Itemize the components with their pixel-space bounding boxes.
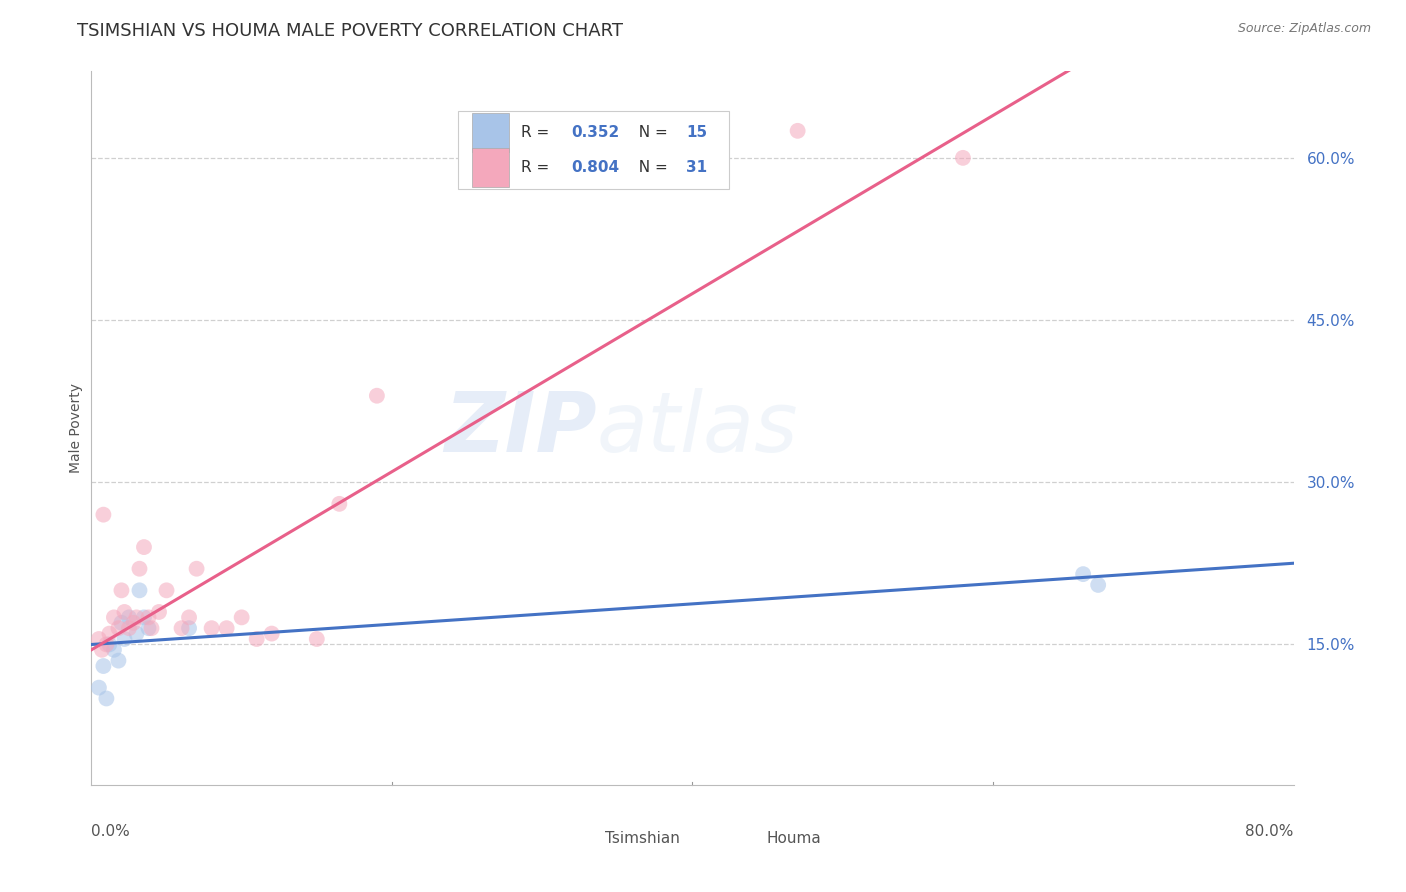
- Point: [366, 389, 388, 403]
- Point: [231, 610, 253, 624]
- Text: 15: 15: [686, 125, 707, 140]
- Text: 0.804: 0.804: [571, 160, 619, 175]
- Point: [328, 497, 350, 511]
- Point: [132, 540, 155, 554]
- Text: N =: N =: [628, 125, 672, 140]
- Point: [98, 626, 121, 640]
- Point: [132, 610, 155, 624]
- Point: [114, 605, 136, 619]
- Point: [1071, 567, 1094, 582]
- Point: [107, 654, 129, 668]
- Point: [107, 621, 129, 635]
- Point: [1087, 578, 1109, 592]
- Point: [786, 124, 808, 138]
- Point: [103, 642, 125, 657]
- Text: R =: R =: [520, 160, 554, 175]
- Y-axis label: Male Poverty: Male Poverty: [69, 384, 83, 473]
- Point: [155, 583, 177, 598]
- Text: 0.0%: 0.0%: [91, 824, 131, 839]
- Text: 0.352: 0.352: [571, 125, 619, 140]
- Point: [114, 632, 136, 646]
- Point: [138, 621, 160, 635]
- Point: [118, 621, 141, 635]
- Point: [87, 632, 110, 646]
- Point: [128, 562, 150, 576]
- FancyBboxPatch shape: [728, 824, 755, 853]
- Point: [260, 626, 283, 640]
- Point: [118, 610, 141, 624]
- Point: [952, 151, 974, 165]
- Point: [90, 642, 112, 657]
- Point: [125, 610, 148, 624]
- Point: [215, 621, 238, 635]
- Text: 31: 31: [686, 160, 707, 175]
- Text: 80.0%: 80.0%: [1246, 824, 1294, 839]
- Point: [110, 583, 132, 598]
- Text: atlas: atlas: [596, 388, 799, 468]
- Point: [98, 637, 121, 651]
- Point: [128, 583, 150, 598]
- Point: [122, 615, 145, 630]
- Text: Tsimshian: Tsimshian: [605, 831, 679, 846]
- Text: N =: N =: [628, 160, 672, 175]
- FancyBboxPatch shape: [458, 111, 728, 189]
- FancyBboxPatch shape: [472, 113, 509, 153]
- Text: Houma: Houma: [768, 831, 821, 846]
- Point: [246, 632, 269, 646]
- Point: [125, 626, 148, 640]
- Point: [93, 659, 115, 673]
- Point: [138, 610, 160, 624]
- Point: [148, 605, 170, 619]
- Point: [305, 632, 328, 646]
- FancyBboxPatch shape: [472, 147, 509, 186]
- Point: [96, 637, 118, 651]
- Point: [186, 562, 208, 576]
- Point: [141, 621, 163, 635]
- Point: [177, 610, 200, 624]
- Point: [103, 610, 125, 624]
- Point: [96, 691, 118, 706]
- Point: [110, 615, 132, 630]
- Point: [170, 621, 193, 635]
- Text: Source: ZipAtlas.com: Source: ZipAtlas.com: [1237, 22, 1371, 36]
- Point: [93, 508, 115, 522]
- Point: [87, 681, 110, 695]
- FancyBboxPatch shape: [567, 824, 593, 853]
- Text: TSIMSHIAN VS HOUMA MALE POVERTY CORRELATION CHART: TSIMSHIAN VS HOUMA MALE POVERTY CORRELAT…: [77, 22, 623, 40]
- Point: [201, 621, 224, 635]
- Text: ZIP: ZIP: [444, 388, 596, 468]
- Text: R =: R =: [520, 125, 554, 140]
- Point: [177, 621, 200, 635]
